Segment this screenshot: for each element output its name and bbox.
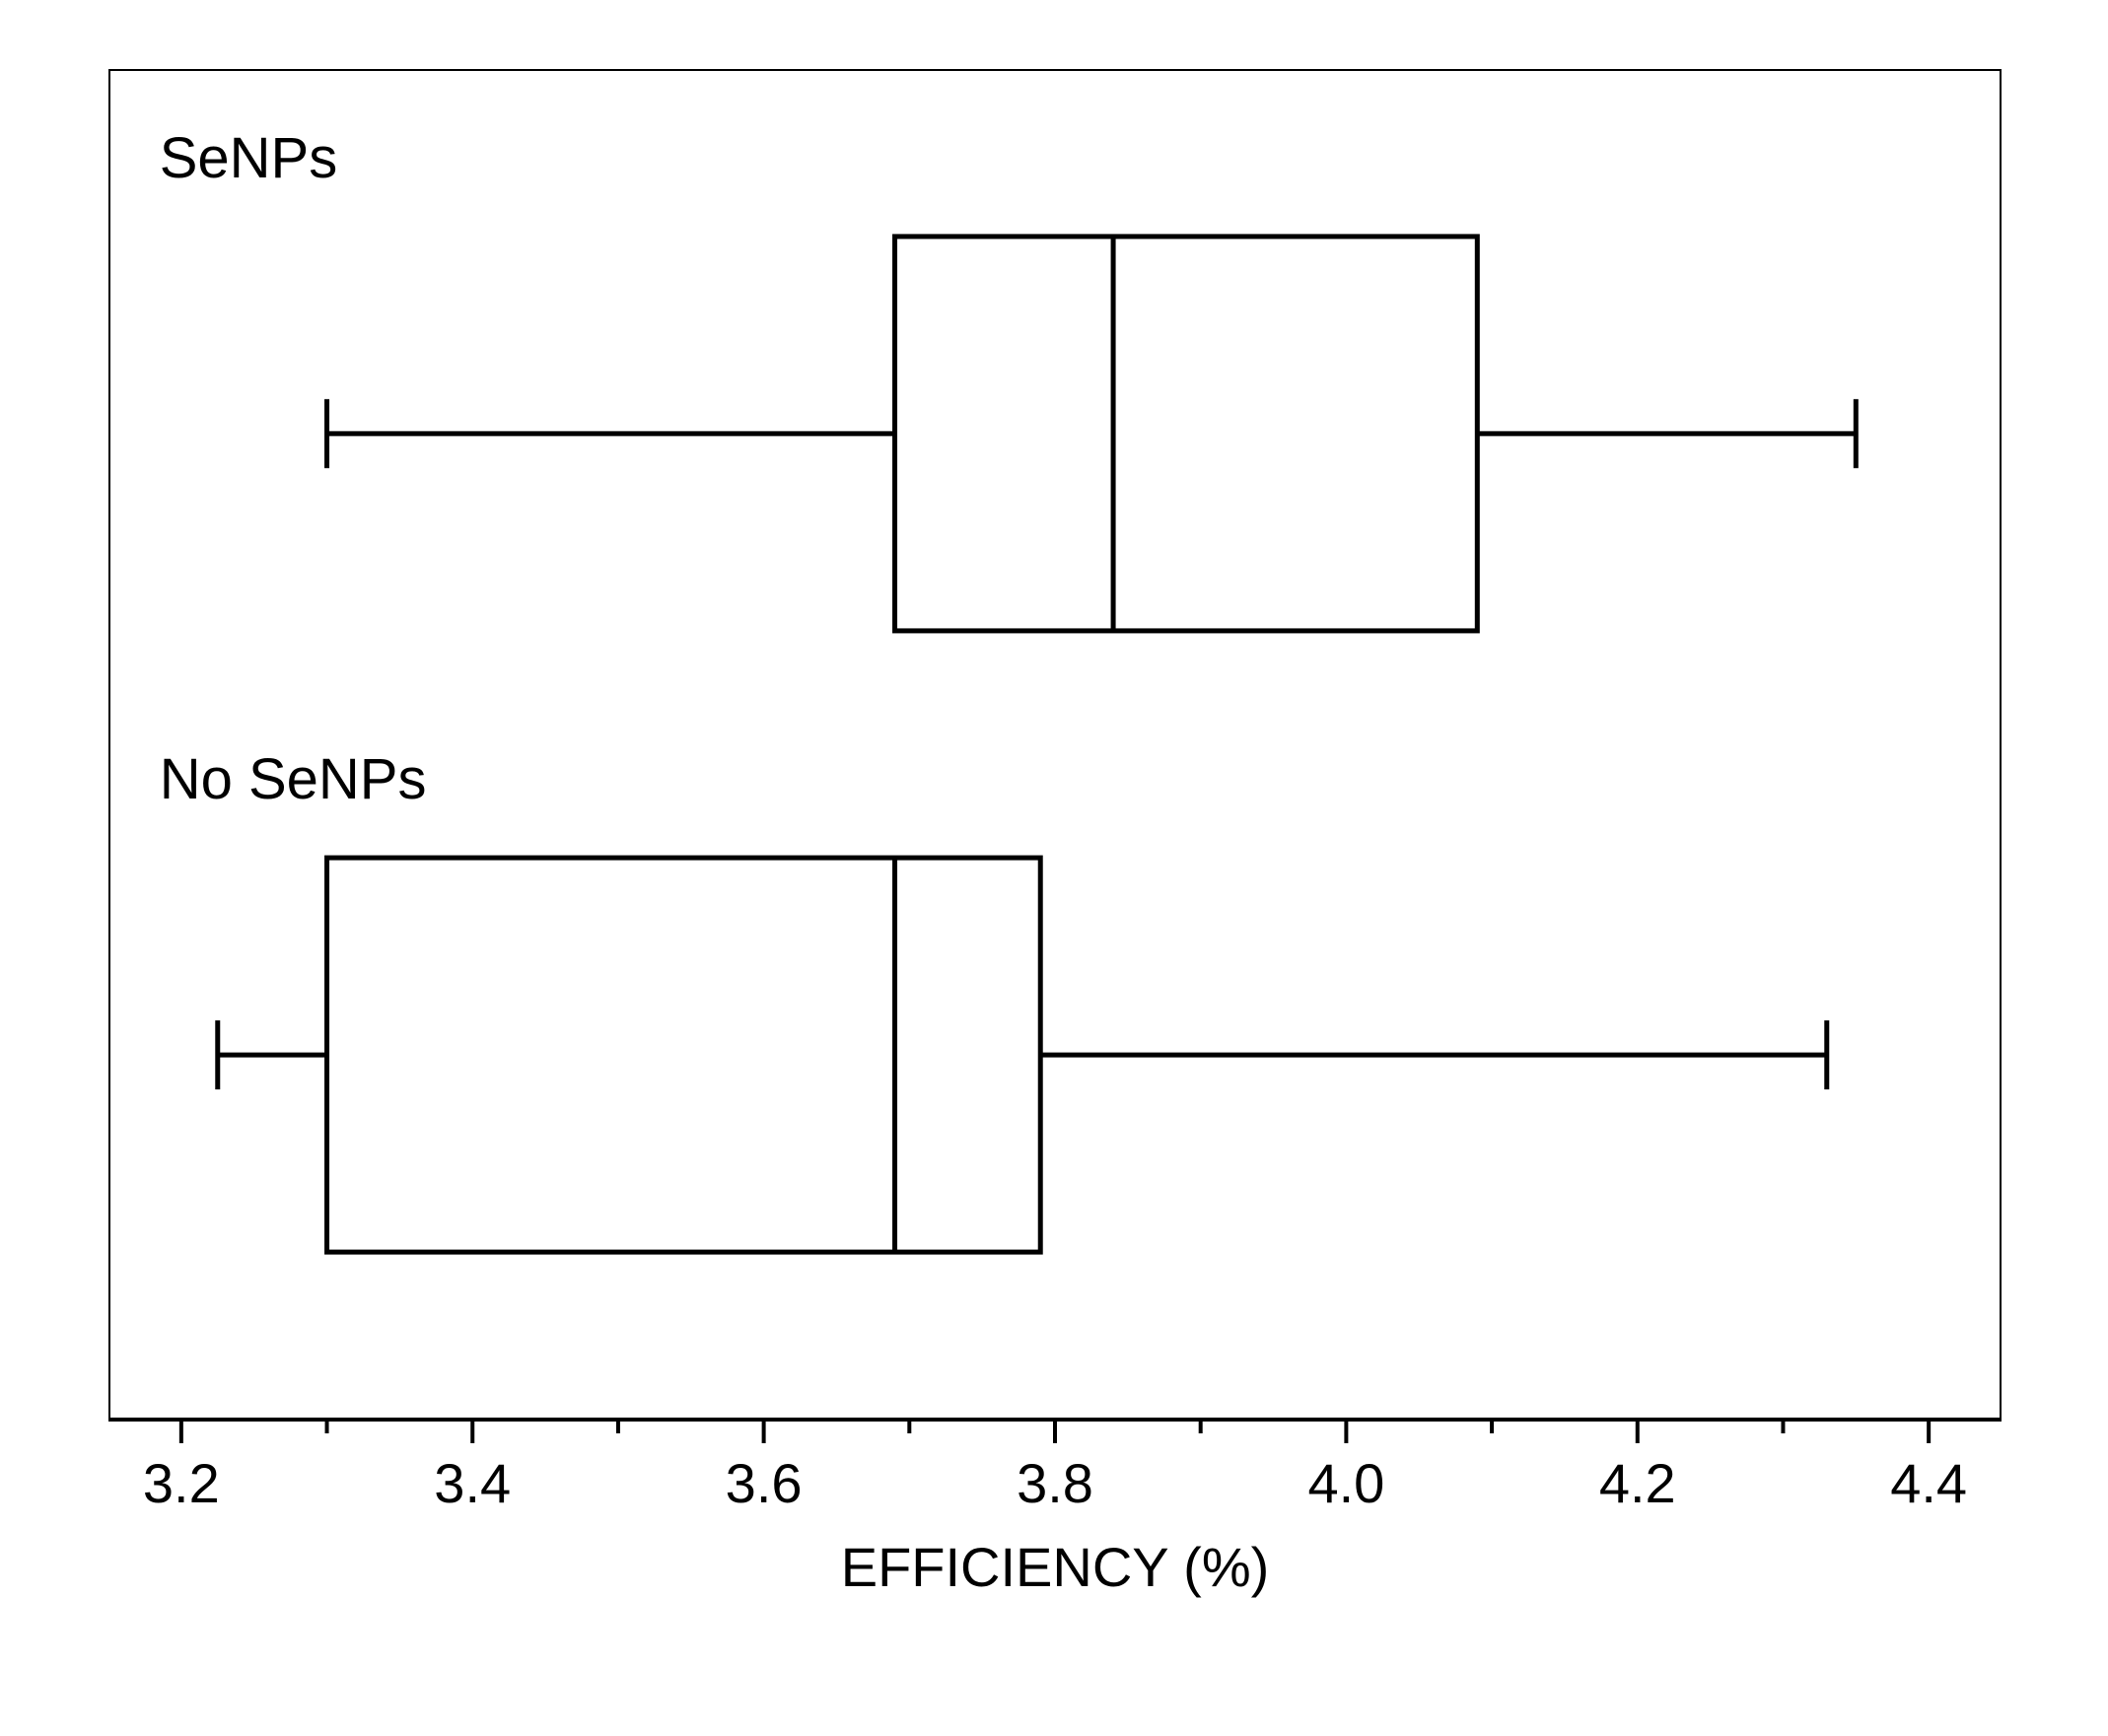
series-label: SeNPs xyxy=(160,126,338,190)
x-tick-label: 4.2 xyxy=(1599,1452,1676,1514)
x-tick-label: 4.0 xyxy=(1307,1452,1384,1514)
x-tick-label: 3.4 xyxy=(434,1452,511,1514)
efficiency-boxplot-chart: 3.2 3.4 3.6 3.8 4.0 4.2 4.4 EFFICIENCY (%) SeNPs… xyxy=(108,69,2002,1666)
box xyxy=(327,858,1041,1252)
x-tick-label: 4.4 xyxy=(1890,1452,1967,1514)
x-tick-label: 3.2 xyxy=(143,1452,220,1514)
box xyxy=(895,237,1478,631)
x-tick-label: 3.6 xyxy=(726,1452,803,1514)
series-label: No SeNPs xyxy=(160,747,427,811)
chart-svg: 3.2 3.4 3.6 3.8 4.0 4.2 4.4 EFFICIENCY (%) SeNPs… xyxy=(108,69,2002,1666)
x-axis-label: EFFICIENCY (%) xyxy=(841,1536,1270,1598)
x-tick-label: 3.8 xyxy=(1017,1452,1093,1514)
